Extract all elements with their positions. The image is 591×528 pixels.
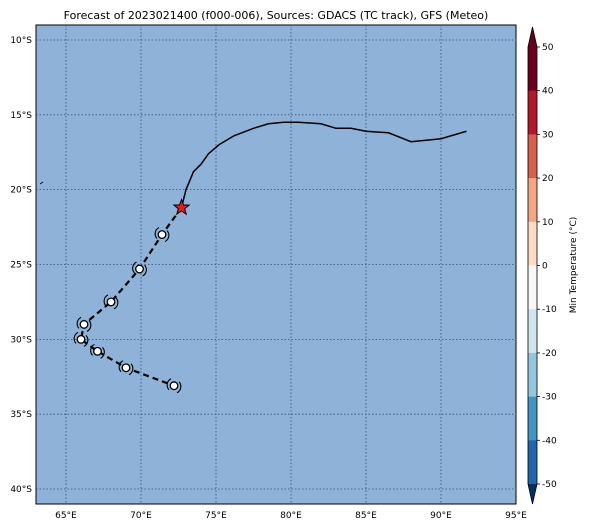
colorbar-segment [528,134,537,179]
cyclone-symbol-icon [76,316,92,332]
cyclone-symbol-icon [154,227,170,243]
cyclone-tracks [73,121,467,394]
cyclone-symbol-icon [118,360,134,376]
colorbar-segment [528,396,537,441]
cyclone-symbol-icon [90,343,105,359]
cyclone-symbol-icon [73,331,89,347]
gridlines [36,25,516,504]
colorbar-tick-label: 20 [542,174,554,184]
colorbar-ticks: 50 40 30 20 10 0 -10 -20 -30 -40 -50 [537,43,557,490]
x-tick-label: 65°E [55,511,77,521]
cyclone-symbol-icon [103,294,119,310]
y-tick-label: 15°S [10,111,32,121]
colorbar-tick-label: -30 [542,393,557,403]
y-tick-label: 20°S [10,186,32,196]
cyclone-symbol-icon [132,261,147,277]
cyclone-symbol-icon [166,378,182,394]
coastline-fragment [39,181,44,185]
colorbar-tick-label: 50 [542,43,554,53]
colorbar-segment [528,178,537,223]
colorbar-tick-label: -10 [542,305,557,315]
x-tick-label: 75°E [205,511,227,521]
x-tick-label: 80°E [280,511,302,521]
colorbar-segment [528,309,537,354]
latitude-ticks: 10°S 15°S 20°S 25°S 30°S 35°S 40°S [10,36,32,495]
colorbar-tick-label: -50 [542,480,557,490]
y-tick-label: 30°S [10,335,32,345]
colorbar-tick-label: 30 [542,130,554,140]
x-tick-label: 70°E [130,511,152,521]
star-icon [172,198,191,216]
x-tick-label: 95°E [505,511,527,521]
longitude-ticks: 65°E 70°E 75°E 80°E 85°E 90°E 95°E [55,511,527,521]
ocean-area [35,24,517,505]
y-tick-label: 40°S [10,485,32,495]
colorbar-segment [528,90,537,135]
colorbar-segment [528,352,537,398]
x-tick-label: 90°E [430,511,452,521]
colorbar: 50 40 30 20 10 0 -10 -20 -30 -40 -50 Min Temperatu… [527,26,579,505]
colorbar-tick-label: 40 [542,87,554,97]
y-tick-label: 25°S [10,261,32,271]
colorbar-segment [528,265,537,310]
colorbar-segment [528,47,537,92]
figure-title: Forecast of 2023021400 (f000-006), Sourc… [64,9,489,22]
colorbar-max-arrow [528,27,537,47]
colorbar-tick-label: 0 [542,262,548,272]
y-tick-label: 35°S [10,410,32,420]
colorbar-label: Min Temperature (°C) [569,217,579,314]
colorbar-min-arrow [528,484,537,504]
map-panel: 65°E 70°E 75°E 80°E 85°E 90°E 95°E 10°S 15°S 20°… [10,24,527,521]
x-tick-label: 85°E [355,511,377,521]
colorbar-tick-label: 10 [542,218,554,228]
colorbar-tick-label: -20 [542,349,557,359]
colorbar-segment [528,440,537,485]
colorbar-tick-label: -40 [542,436,557,446]
colorbar-segment [528,221,537,266]
y-tick-label: 10°S [10,36,32,46]
past-track-line [180,121,467,208]
